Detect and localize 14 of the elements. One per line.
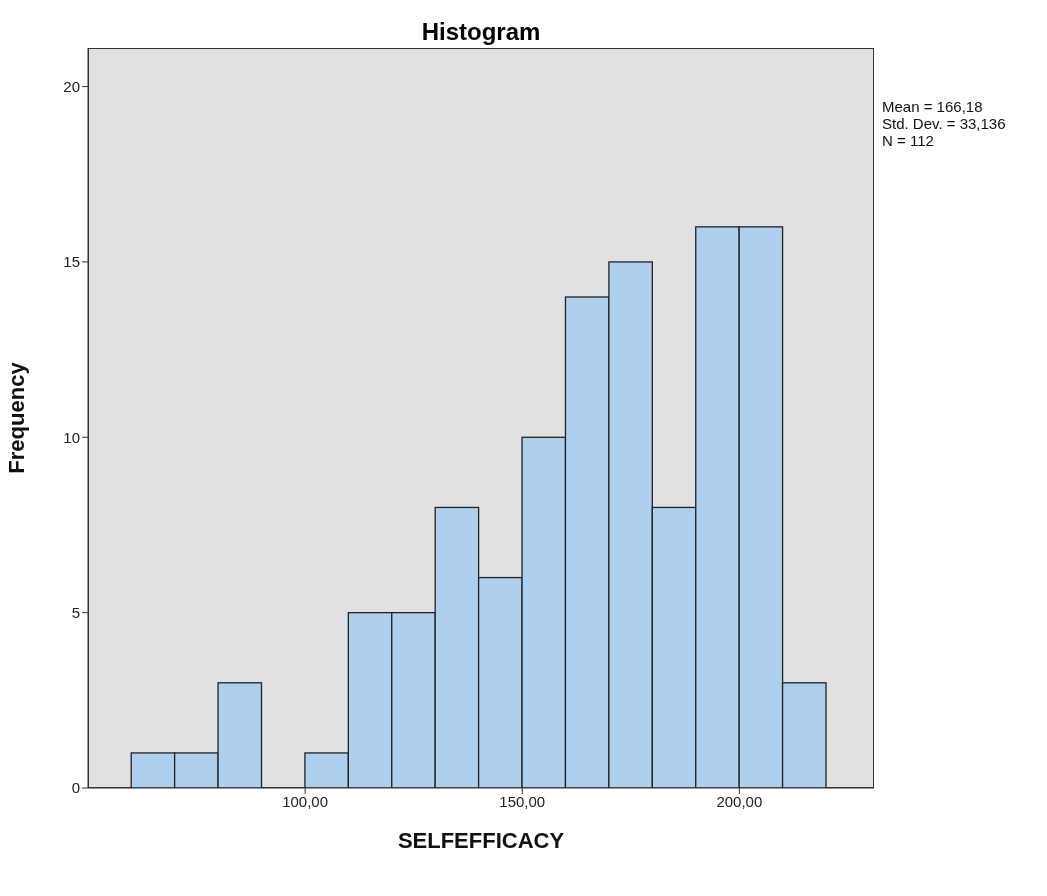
chart-title: Histogram <box>420 18 542 46</box>
x-tick-label: 200,00 <box>716 792 763 810</box>
y-axis-title: Frequency <box>3 361 29 474</box>
y-tick-label: 5 <box>71 603 80 621</box>
text: Mean = 166,18 <box>882 98 984 115</box>
y-tick-label: 10 <box>63 428 80 446</box>
y-tick-label: 20 <box>63 77 80 95</box>
y-tick-label: 15 <box>63 253 80 271</box>
x-tick-label: 100,00 <box>282 792 329 810</box>
text: Std. Dev. = 33,136 <box>882 115 1006 132</box>
y-tick-label: 0 <box>71 779 80 797</box>
x-axis-title: SELFEFFICACY <box>397 828 565 853</box>
text: N = 112 <box>882 132 935 149</box>
x-tick-label: 150,00 <box>499 792 546 810</box>
